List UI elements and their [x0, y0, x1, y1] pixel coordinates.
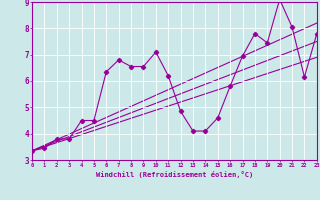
X-axis label: Windchill (Refroidissement éolien,°C): Windchill (Refroidissement éolien,°C) [96, 171, 253, 178]
